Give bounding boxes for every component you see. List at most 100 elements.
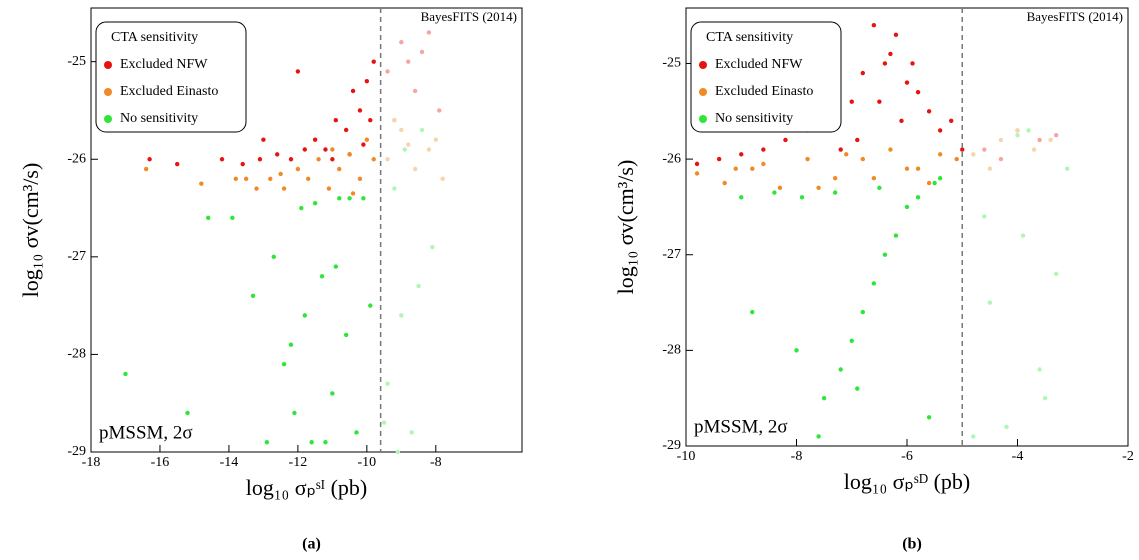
data-point bbox=[860, 309, 865, 315]
x-tick-label: -2 bbox=[1122, 449, 1134, 464]
data-point bbox=[319, 274, 325, 279]
data-point bbox=[888, 51, 893, 57]
data-point bbox=[292, 410, 297, 416]
data-point bbox=[998, 137, 1004, 143]
legend-label: No sensitivity bbox=[120, 111, 198, 126]
data-point bbox=[295, 166, 301, 172]
data-point bbox=[838, 367, 843, 372]
legend-marker bbox=[104, 61, 112, 69]
data-point bbox=[426, 30, 432, 35]
data-point bbox=[440, 176, 445, 181]
x-tick-label: -8 bbox=[430, 455, 442, 470]
data-point bbox=[739, 152, 744, 157]
x-axis-label: log₁₀ σₚˢᴵ (pb) bbox=[246, 475, 367, 500]
data-point bbox=[838, 147, 843, 152]
data-point bbox=[937, 176, 943, 181]
data-point bbox=[302, 313, 307, 318]
data-point bbox=[281, 186, 287, 191]
data-point bbox=[399, 313, 404, 318]
data-point bbox=[364, 137, 370, 142]
data-point bbox=[354, 430, 359, 435]
annotation: BayesFITS (2014) bbox=[1027, 9, 1123, 24]
data-point bbox=[219, 157, 225, 162]
data-point bbox=[381, 420, 387, 425]
data-point bbox=[347, 196, 352, 201]
data-point bbox=[926, 109, 932, 114]
data-point bbox=[347, 152, 352, 157]
x-axis-label: log₁₀ σₚˢᴰ (pb) bbox=[844, 469, 971, 494]
y-axis-label: log₁₀ σv(cm³/s) bbox=[18, 163, 43, 298]
data-point bbox=[937, 128, 943, 133]
y-tick-label: -27 bbox=[662, 247, 681, 262]
data-point bbox=[385, 157, 390, 162]
data-point bbox=[230, 215, 235, 221]
data-point bbox=[406, 59, 411, 64]
data-point bbox=[926, 180, 932, 186]
legend-title: CTA sensitivity bbox=[706, 30, 793, 45]
data-point bbox=[333, 118, 339, 123]
data-point bbox=[733, 166, 738, 171]
data-point bbox=[368, 118, 373, 123]
data-point bbox=[399, 39, 404, 45]
data-point bbox=[971, 434, 976, 439]
data-point bbox=[350, 191, 356, 196]
data-point bbox=[1026, 128, 1031, 133]
data-point bbox=[1020, 233, 1026, 238]
legend-box bbox=[690, 21, 842, 133]
data-point bbox=[694, 171, 700, 176]
data-point bbox=[409, 430, 414, 435]
data-point bbox=[716, 156, 722, 162]
data-point bbox=[816, 434, 821, 439]
data-point bbox=[904, 80, 910, 85]
data-point bbox=[271, 254, 276, 260]
data-point bbox=[777, 185, 783, 190]
data-point bbox=[333, 264, 339, 269]
data-point bbox=[954, 156, 959, 162]
data-point bbox=[772, 190, 777, 195]
data-point bbox=[430, 244, 435, 250]
data-point bbox=[960, 147, 965, 152]
legend: CTA sensitivity Excluded NFW Excluded Eina… bbox=[690, 21, 842, 133]
data-point bbox=[1065, 166, 1070, 171]
data-point bbox=[299, 205, 304, 211]
data-point bbox=[888, 147, 893, 152]
data-point bbox=[250, 293, 256, 299]
caption: (a) bbox=[302, 536, 321, 553]
data-point bbox=[357, 176, 363, 181]
y-tick-label: -29 bbox=[662, 438, 681, 453]
data-point bbox=[1031, 147, 1037, 152]
data-point bbox=[257, 157, 263, 162]
data-point bbox=[399, 127, 404, 133]
data-point bbox=[987, 166, 993, 171]
data-point bbox=[882, 252, 888, 257]
data-point bbox=[1015, 132, 1020, 138]
data-point bbox=[343, 332, 349, 338]
data-point bbox=[330, 157, 335, 162]
data-point bbox=[330, 391, 335, 396]
data-point bbox=[199, 181, 204, 186]
x-tick-label: -18 bbox=[82, 455, 101, 470]
data-point bbox=[805, 156, 810, 162]
data-point bbox=[932, 180, 937, 186]
data-point bbox=[295, 69, 301, 74]
data-point bbox=[323, 147, 328, 152]
legend-marker bbox=[104, 88, 112, 96]
y-tick-label: -28 bbox=[67, 347, 86, 362]
data-point bbox=[240, 161, 245, 167]
data-point bbox=[860, 156, 865, 162]
legend-label: No sensitivity bbox=[715, 111, 793, 126]
data-point bbox=[761, 147, 766, 152]
legend-marker bbox=[699, 88, 707, 96]
plot-area: -18 -16 -14 -12 -10 -8 -29 -28 -27 -26 -25 log₁₀ σₚ… bbox=[18, 7, 523, 553]
data-point bbox=[392, 186, 397, 191]
data-point bbox=[937, 152, 943, 157]
data-point bbox=[855, 137, 860, 143]
data-point bbox=[309, 440, 314, 445]
x-tick-label: -4 bbox=[1012, 449, 1024, 464]
data-point bbox=[123, 371, 128, 377]
data-point bbox=[1048, 137, 1053, 143]
y-tick-label: -27 bbox=[67, 249, 86, 264]
data-point bbox=[416, 283, 421, 289]
data-point bbox=[368, 303, 373, 308]
